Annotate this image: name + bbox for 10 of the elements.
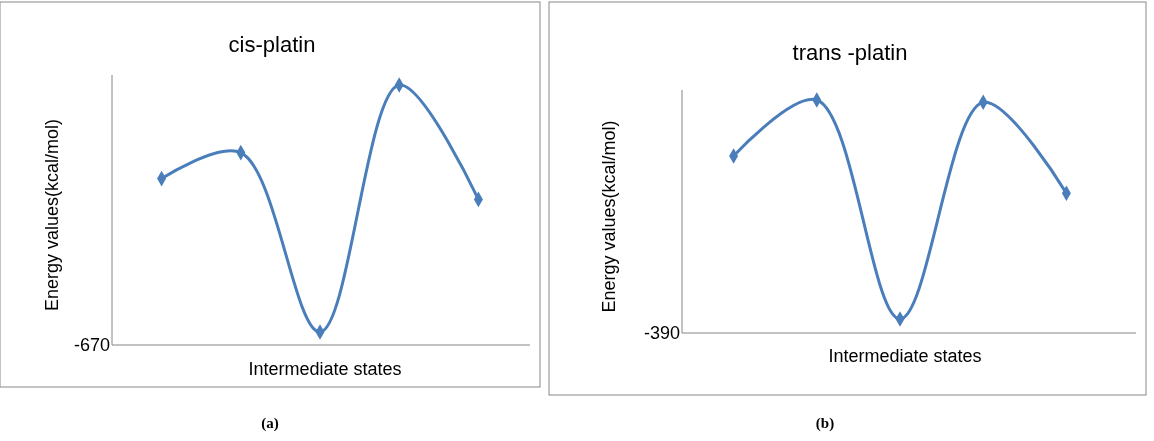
x-axis-title: Intermediate states — [828, 346, 982, 366]
y-axis-title: Energy values(kcal/mol) — [42, 118, 62, 312]
text: (b) — [815, 415, 835, 432]
text: -390 — [643, 323, 680, 343]
x-axis-title: Intermediate states — [248, 359, 402, 379]
y-axis-title: Energy values(kcal/mol) — [599, 120, 619, 313]
chart-title: cis-platin — [228, 32, 316, 57]
text: -670 — [73, 335, 110, 355]
chart-title: trans -platin — [792, 40, 908, 65]
text: (a) — [261, 415, 279, 432]
